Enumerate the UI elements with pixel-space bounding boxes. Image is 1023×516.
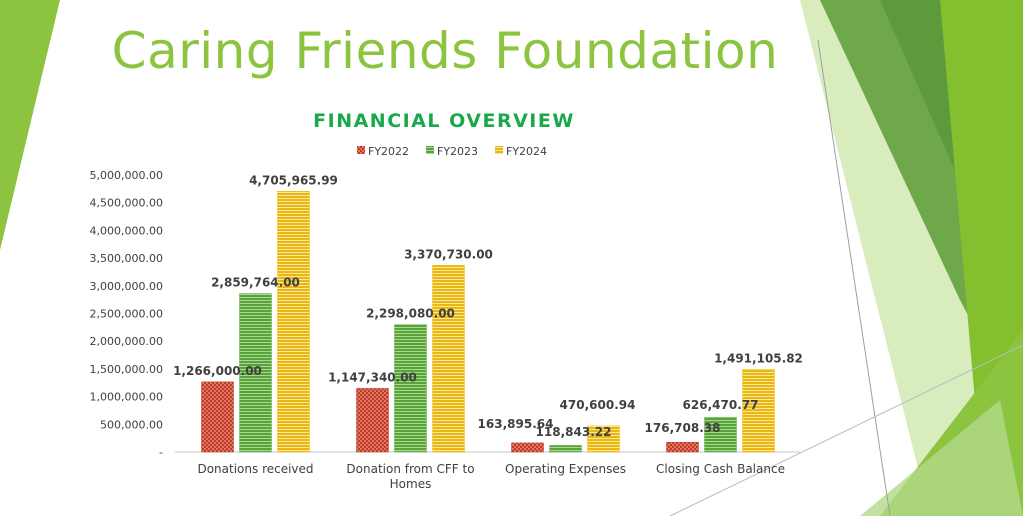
y-tick-label: 3,500,000.00 <box>90 252 163 265</box>
y-tick-label: 1,000,000.00 <box>90 391 163 404</box>
bar-fy2024 <box>432 265 465 453</box>
y-axis: - 500,000.00 1,000,000.00 1,500,000.00 2,000… <box>90 169 164 459</box>
data-label-fy2024: 4,705,965.99 <box>249 173 338 187</box>
x-category-label: Homes <box>390 477 432 491</box>
legend-swatch-fy2024 <box>495 146 503 154</box>
y-tick-label: 500,000.00 <box>100 418 163 431</box>
x-category-label: Donations received <box>197 462 313 476</box>
data-label-fy2023: 626,470.77 <box>683 398 759 412</box>
x-category-label: Donation from CFF to <box>346 462 474 476</box>
bar-fy2023 <box>394 324 427 453</box>
data-label-fy2022: 1,147,340.00 <box>328 370 417 384</box>
x-category-label: Closing Cash Balance <box>656 462 785 476</box>
data-label-fy2023: 118,843.22 <box>536 425 612 439</box>
bar-fy2024 <box>587 425 620 453</box>
data-label-fy2024: 470,600.94 <box>560 398 636 412</box>
y-tick-label: 3,000,000.00 <box>90 280 163 293</box>
diagonal-line <box>669 344 1023 516</box>
data-label-fy2024: 1,491,105.82 <box>714 351 803 365</box>
y-tick-label: 2,500,000.00 <box>90 308 163 321</box>
diagonal-line <box>817 39 891 516</box>
bar-fy2023 <box>704 417 737 453</box>
y-tick-label: 1,500,000.00 <box>90 363 163 376</box>
slide-title: Caring Friends Foundation <box>111 22 779 80</box>
chart-legend: FY2022 FY2023 FY2024 <box>357 145 547 158</box>
x-category-label: Operating Expenses <box>505 462 626 476</box>
data-label-fy2023: 2,859,764.00 <box>211 276 300 290</box>
y-tick-label: 4,500,000.00 <box>90 197 163 210</box>
legend-label-fy2023: FY2023 <box>437 145 478 158</box>
legend-swatch-fy2023 <box>426 146 434 154</box>
bottom-right-light-shape <box>860 400 1023 516</box>
data-label-fy2022: 1,266,000.00 <box>173 364 262 378</box>
y-tick-label: 2,000,000.00 <box>90 335 163 348</box>
bar-fy2022 <box>356 388 389 453</box>
bar-fy2023 <box>549 445 582 453</box>
chart-title: FINANCIAL OVERVIEW <box>313 110 575 132</box>
bar-fy2022 <box>666 441 699 453</box>
x-axis: Donations received Donation from CFF toHo… <box>197 462 785 491</box>
bar-fy2023 <box>239 293 272 453</box>
data-label-fy2022: 176,708.38 <box>645 421 721 435</box>
legend-swatch-fy2022 <box>357 146 365 154</box>
legend-label-fy2024: FY2024 <box>506 145 547 158</box>
bar-fy2022 <box>511 442 544 453</box>
bar-fy2024 <box>742 369 775 453</box>
data-labels-layer: 1,266,000.00 2,859,764.00 4,705,965.99 1,14… <box>173 173 803 439</box>
y-tick-label: - <box>159 446 163 459</box>
y-tick-label: 5,000,000.00 <box>90 169 163 182</box>
data-label-fy2024: 3,370,730.00 <box>404 247 493 261</box>
bar-fy2024 <box>277 191 310 453</box>
bar-fy2022 <box>201 381 234 453</box>
left-accent-shape <box>0 0 60 250</box>
bars-layer <box>201 191 775 453</box>
data-label-fy2023: 2,298,080.00 <box>366 307 455 321</box>
data-label-fy2022: 163,895.64 <box>478 417 554 431</box>
legend-label-fy2022: FY2022 <box>368 145 409 158</box>
y-tick-label: 4,000,000.00 <box>90 224 163 237</box>
